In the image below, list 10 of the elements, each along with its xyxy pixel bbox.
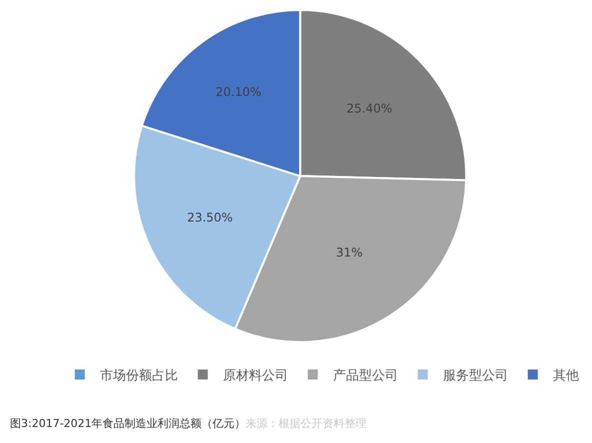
data-label: 31%	[336, 245, 363, 260]
caption: 图3:2017-2021年食品制造业利润总额（亿元）	[10, 417, 246, 430]
legend-label: 产品型公司	[332, 368, 398, 384]
data-label: 25.40%	[346, 101, 392, 116]
legend-label: 原材料公司	[222, 368, 288, 384]
legend-label: 市场份额占比	[100, 368, 178, 384]
data-label: 20.10%	[216, 84, 262, 99]
legend-label: 其他	[552, 368, 579, 384]
legend-label: 服务型公司	[442, 368, 508, 384]
data-label: 23.50%	[187, 210, 233, 224]
